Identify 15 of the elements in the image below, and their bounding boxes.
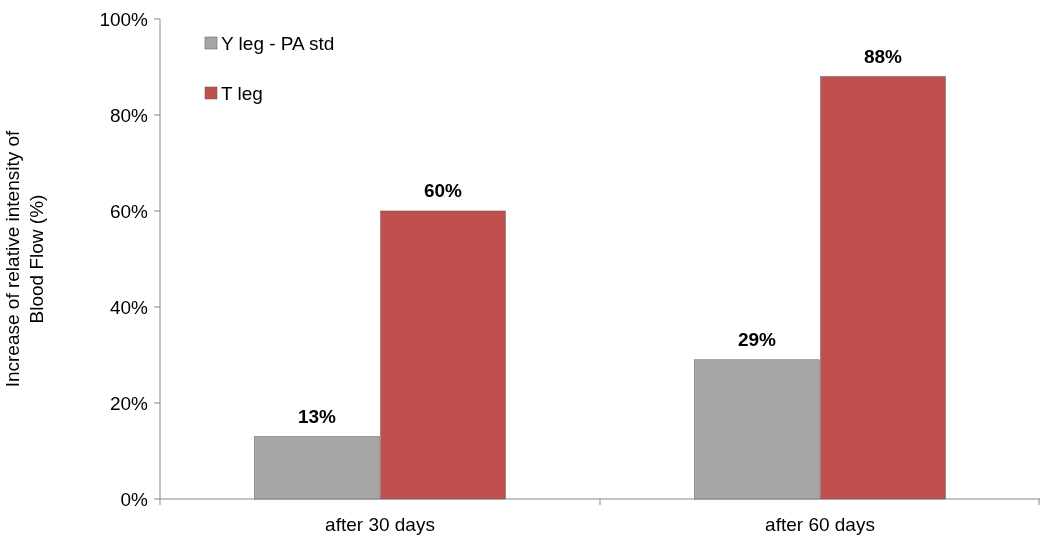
legend-label: Y leg - PA std xyxy=(221,32,335,54)
x-tick-label: after 60 days xyxy=(765,514,875,535)
y-tick-label: 80% xyxy=(109,104,149,126)
y-tick-label: 40% xyxy=(109,296,149,318)
legend-label: T leg xyxy=(221,82,263,104)
y-tick-label: 20% xyxy=(109,392,149,414)
data-label: 13% xyxy=(297,405,337,427)
y-axis-title: Increase of relative intensity of Blood Flow (%) xyxy=(2,129,47,388)
y-tick-label: 0% xyxy=(120,488,149,510)
data-label: 88% xyxy=(864,45,903,67)
y-tick-label: 60% xyxy=(109,200,149,222)
x-tick-label: after 30 days xyxy=(325,514,435,535)
data-label: 29% xyxy=(737,328,777,350)
data-label: 60% xyxy=(424,180,463,201)
y-tick-label: 100% xyxy=(99,8,149,30)
